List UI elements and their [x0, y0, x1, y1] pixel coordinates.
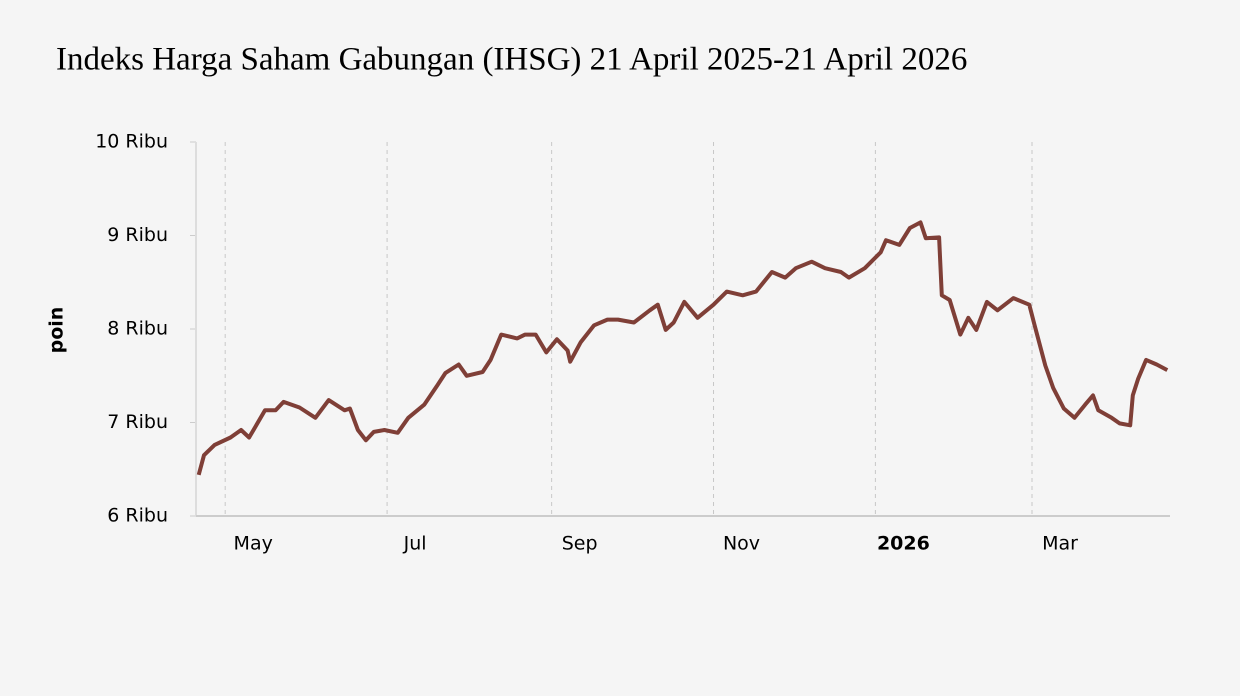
x-tick-label: Jul — [403, 533, 427, 555]
y-tick-label: 10 Ribu — [95, 131, 168, 153]
y-tick-label: 9 Ribu — [107, 224, 168, 246]
x-tick-label: May — [234, 533, 273, 555]
x-tick-label: 2026 — [877, 533, 930, 555]
y-tick-label: 7 Ribu — [107, 411, 168, 433]
y-axis-label: poin — [46, 307, 68, 354]
x-tick-label: Mar — [1042, 533, 1078, 555]
y-tick-label: 6 Ribu — [107, 505, 168, 527]
x-tick-label: Sep — [562, 533, 598, 555]
chart-title: Indeks Harga Saham Gabungan (IHSG) 21 Ap… — [56, 42, 967, 78]
data-line — [196, 220, 1169, 476]
y-tick-label: 8 Ribu — [107, 318, 168, 340]
x-tick-label: Nov — [723, 533, 760, 555]
